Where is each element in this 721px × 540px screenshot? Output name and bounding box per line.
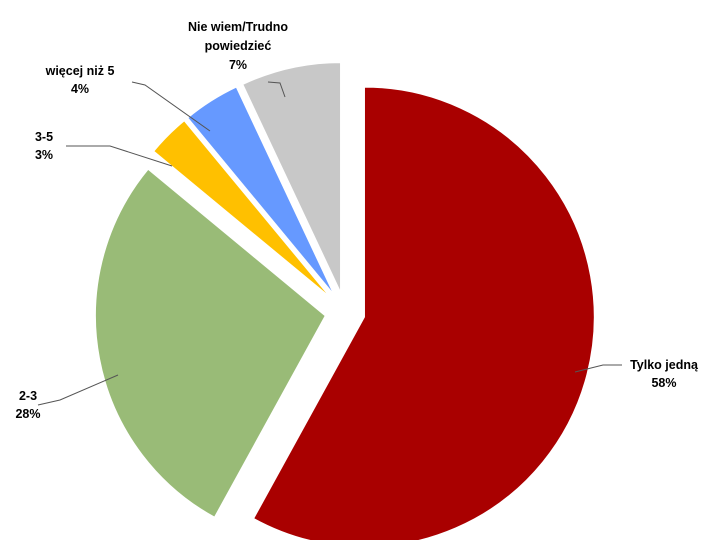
- leader-lines: [37, 81, 622, 406]
- slice-label-3-5-name: 3-5: [35, 130, 53, 144]
- slice-label-tylko: Tylko jedną 58%: [630, 358, 699, 390]
- leader-line-tylko: [574, 364, 622, 373]
- pie-slice-tylko: [252, 86, 595, 540]
- pie-slice-wiecej: [186, 86, 335, 296]
- pie-slices: [94, 61, 595, 540]
- slice-label-2-3-value: 28%: [15, 407, 40, 421]
- slice-label-tylko-value: 58%: [651, 376, 676, 390]
- pie-slice-2-3: [94, 168, 327, 519]
- slice-label-wiecej-name: więcej niż 5: [45, 64, 115, 78]
- leader-line-2-3: [37, 374, 119, 406]
- leader-line-3-5: [66, 145, 173, 167]
- slice-label-tylko-name: Tylko jedną: [630, 358, 699, 372]
- slice-label-nie-wiem-value: 7%: [229, 58, 247, 72]
- slice-label-nie-wiem-line2: powiedzieć: [205, 39, 272, 53]
- slice-label-3-5: 3-5 3%: [35, 130, 53, 162]
- slice-label-3-5-value: 3%: [35, 148, 53, 162]
- slice-label-wiecej: więcej niż 5 4%: [45, 64, 115, 96]
- slice-label-nie-wiem: Nie wiem/Trudno powiedzieć 7%: [188, 20, 288, 72]
- pie-slice-3-5: [152, 119, 332, 299]
- slice-label-wiecej-value: 4%: [71, 82, 89, 96]
- pie-slice-nie-wiem: [241, 61, 342, 293]
- leader-line-wiecej: [131, 81, 211, 132]
- slice-label-nie-wiem-line1: Nie wiem/Trudno: [188, 20, 288, 34]
- slice-label-2-3: 2-3 28%: [15, 389, 40, 421]
- slice-label-2-3-name: 2-3: [19, 389, 37, 403]
- leader-line-nie-wiem: [267, 81, 286, 98]
